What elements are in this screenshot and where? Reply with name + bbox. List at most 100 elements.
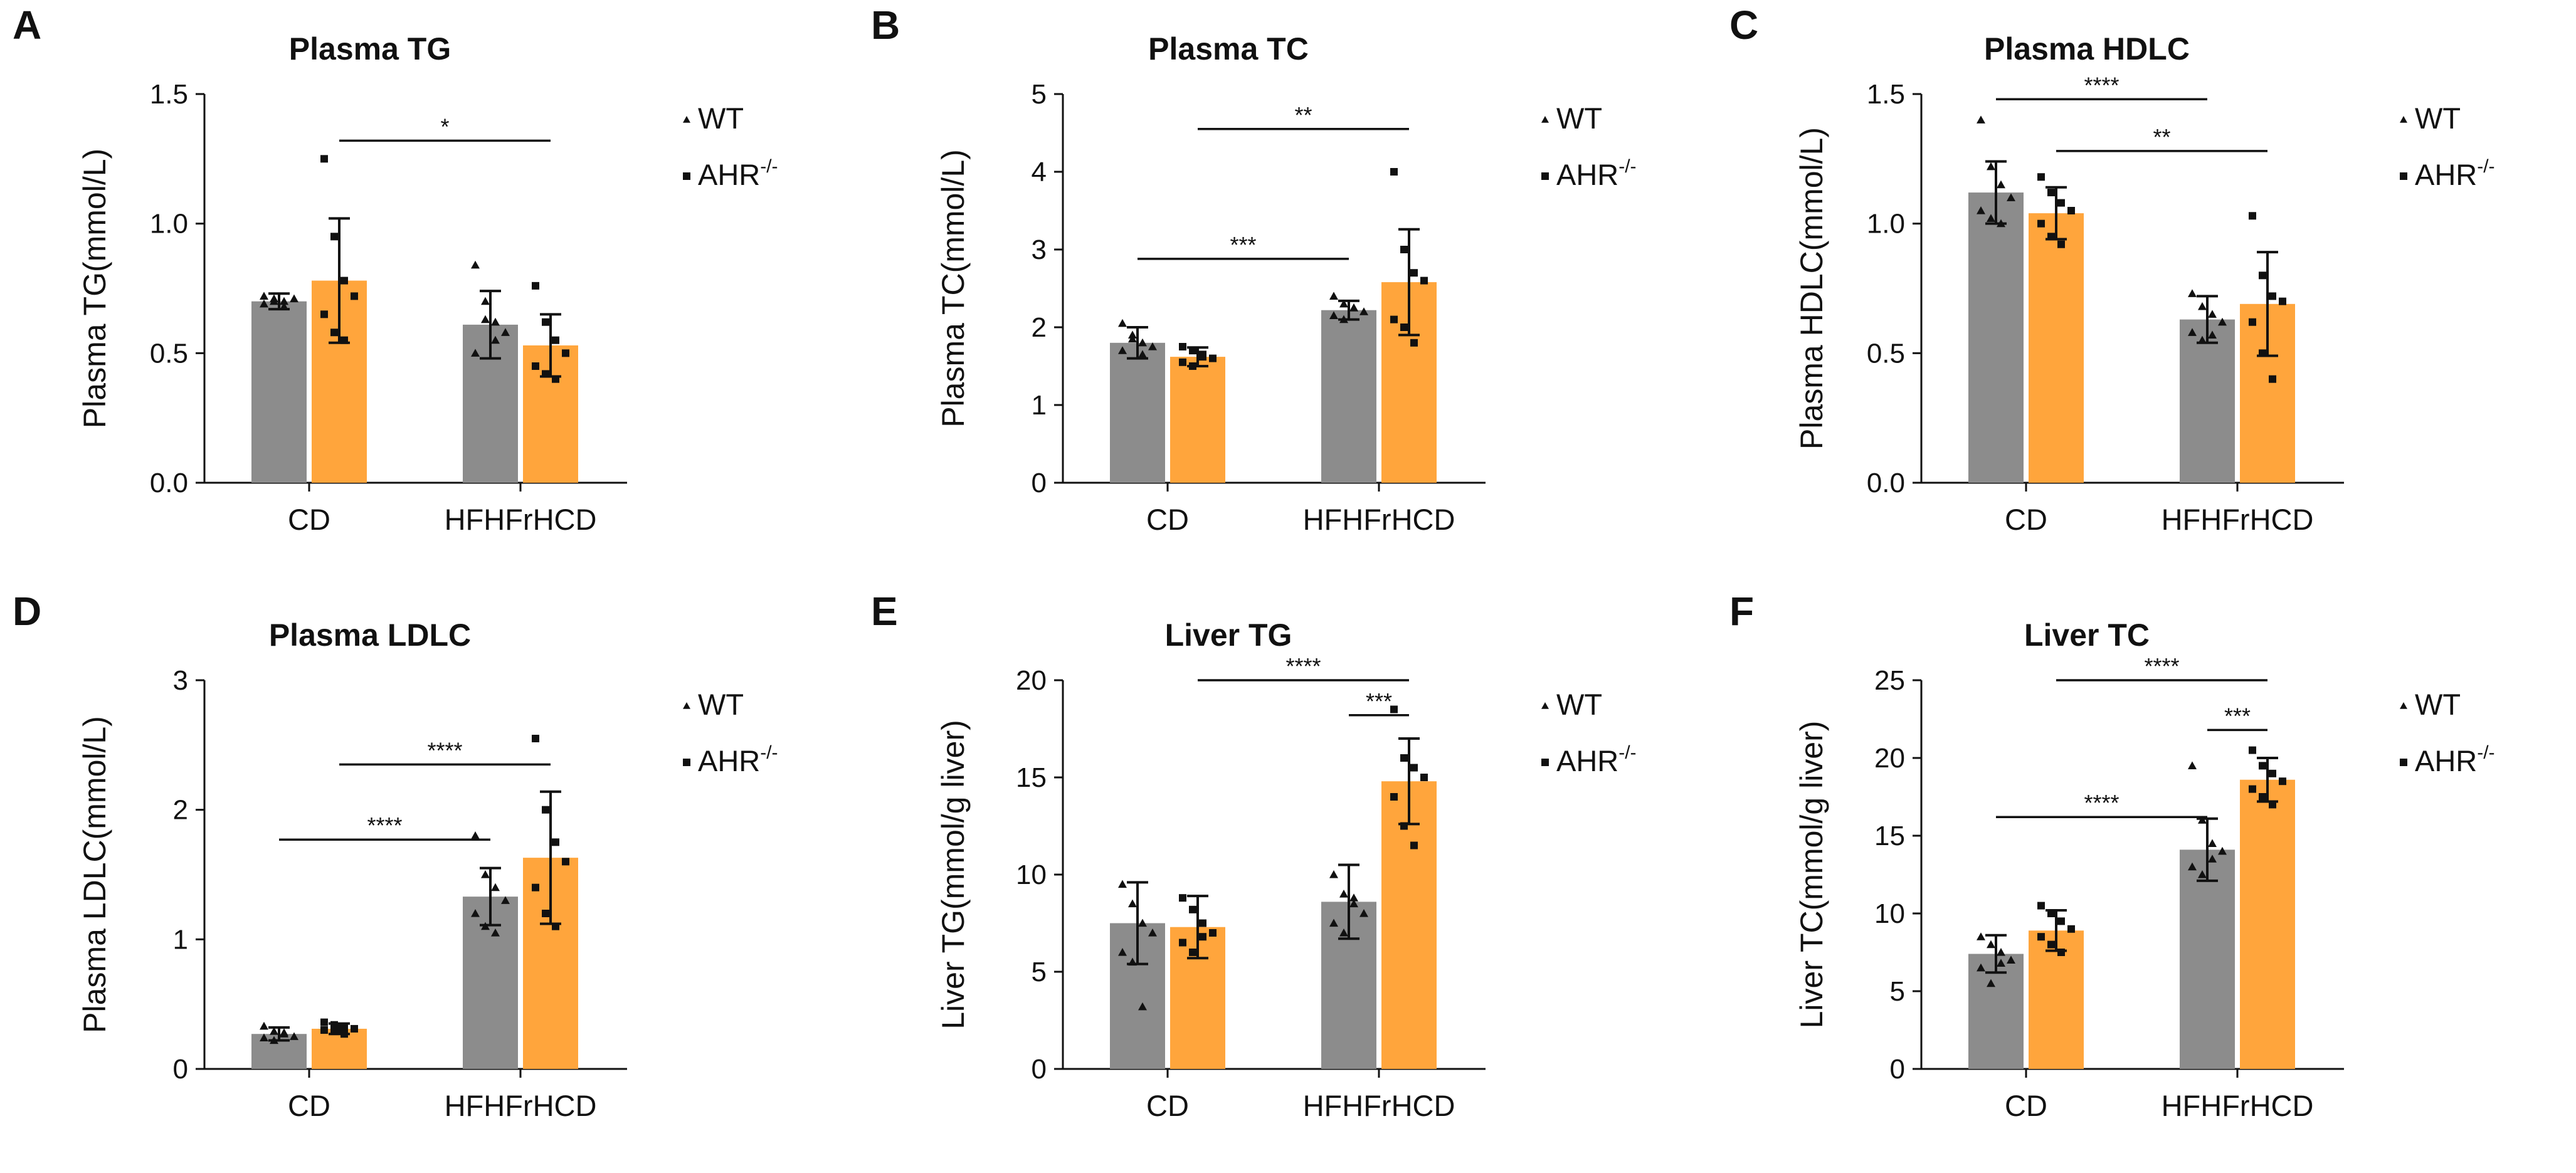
data-point-wt: [2188, 328, 2197, 336]
y-axis-label: Plasma LDLC(mmol/L): [77, 716, 112, 1033]
data-point-wt: [290, 294, 298, 303]
data-point-ahr: [2047, 189, 2055, 197]
data-point-ahr: [2249, 318, 2256, 326]
y-tick-label: 15: [1874, 821, 1905, 851]
y-tick-label: 0: [173, 1054, 188, 1085]
y-tick-label: 5: [1032, 957, 1047, 987]
data-point-ahr: [351, 1024, 358, 1033]
chart-title: Plasma HDLC: [1984, 31, 2190, 66]
significance-label: ***: [2224, 703, 2251, 729]
panel-letter: E: [871, 589, 898, 634]
data-point-wt: [270, 1027, 278, 1035]
data-point-wt: [1128, 899, 1137, 908]
legend-marker-wt: [2400, 702, 2407, 709]
data-point-wt: [1359, 909, 1368, 917]
data-point-ahr: [1199, 353, 1206, 361]
data-point-ahr: [2037, 173, 2045, 181]
data-point-wt: [2198, 335, 2207, 344]
bar-ahr: [2240, 779, 2295, 1069]
x-category-label: CD: [288, 1089, 330, 1122]
data-point-wt: [1329, 311, 1338, 319]
data-point-wt: [1339, 299, 1348, 308]
data-point-wt: [1339, 315, 1348, 323]
panel-letter: C: [1729, 3, 1758, 48]
data-point-wt: [280, 297, 288, 305]
x-category-label: HFHFrHCD: [2162, 503, 2314, 536]
bar-wt: [1321, 310, 1376, 483]
data-point-wt: [481, 297, 490, 305]
legend-marker-ahr: [1541, 172, 1549, 180]
data-point-wt: [1987, 940, 1995, 949]
data-point-wt: [2198, 816, 2207, 824]
y-tick-label: 25: [1874, 665, 1905, 696]
legend-label-ahr: AHR-/-: [2415, 156, 2495, 191]
legend-label-ahr-superscript: -/-: [760, 742, 778, 763]
data-point-ahr: [2037, 219, 2045, 228]
y-tick-label: 1: [1032, 390, 1047, 421]
data-point-wt: [1138, 350, 1147, 358]
data-point-wt: [2007, 955, 2015, 964]
data-point-ahr: [1400, 323, 1408, 331]
data-point-ahr: [2249, 785, 2256, 793]
y-tick-label: 0.5: [150, 338, 188, 369]
data-point-wt: [491, 317, 500, 326]
data-point-ahr: [562, 858, 569, 866]
y-tick-label: 20: [1016, 665, 1047, 696]
x-category-label: CD: [1146, 1089, 1189, 1122]
y-tick-label: 5: [1890, 976, 1905, 1007]
data-point-ahr: [320, 155, 328, 163]
legend-label-ahr: AHR-/-: [2415, 742, 2495, 777]
data-point-wt: [290, 1032, 298, 1040]
data-point-ahr: [2067, 207, 2075, 214]
data-point-ahr: [2259, 271, 2266, 280]
legend-marker-ahr: [2400, 172, 2407, 180]
y-tick-label: 4: [1032, 157, 1047, 187]
data-point-wt: [1118, 318, 1127, 327]
data-point-ahr: [1189, 347, 1196, 355]
bar-wt: [2180, 319, 2235, 483]
data-point-wt: [1118, 880, 1127, 888]
bar-ahr: [2029, 213, 2084, 483]
data-point-ahr: [1179, 343, 1186, 350]
y-tick-label: 0.0: [150, 468, 188, 498]
data-point-ahr: [542, 370, 549, 378]
data-point-wt: [1138, 338, 1147, 347]
chart-title: Liver TG: [1165, 618, 1292, 653]
data-point-wt: [1987, 214, 1995, 222]
data-point-wt: [1118, 346, 1127, 354]
panel-a: A Plasma TG Plasma TG(mmol/L) 0.0 0.5 1.0 1.5 C…: [0, 0, 858, 586]
data-point-wt: [270, 294, 278, 303]
significance-label: ***: [1230, 232, 1256, 258]
data-point-ahr: [1400, 822, 1408, 830]
panel-letter: A: [13, 3, 41, 48]
data-point-ahr: [320, 1026, 328, 1034]
legend-marker-wt: [683, 116, 690, 123]
data-point-ahr: [330, 329, 338, 337]
data-point-ahr: [2249, 746, 2256, 754]
bar-wt: [2180, 850, 2235, 1069]
data-point-ahr: [1189, 949, 1196, 956]
data-point-wt: [471, 909, 480, 917]
data-point-ahr: [1209, 354, 1217, 362]
data-point-wt: [491, 335, 500, 344]
data-point-wt: [1128, 957, 1137, 966]
data-point-ahr: [552, 336, 559, 344]
data-point-wt: [481, 870, 490, 878]
data-point-ahr: [1179, 358, 1186, 366]
data-point-ahr: [1410, 269, 1418, 277]
data-point-ahr: [320, 310, 328, 318]
y-axis-label: Plasma HDLC(mmol/L): [1794, 127, 1829, 450]
bar-wt: [1968, 192, 2024, 483]
panel-d: D Plasma LDLC Plasma LDLC(mmol/L) 0 1 2 3 CD HFH…: [0, 586, 858, 1172]
data-point-ahr: [532, 281, 539, 290]
significance-label: ****: [427, 737, 462, 763]
data-point-ahr: [532, 883, 539, 892]
chart-svg: E Liver TG Liver TG(mmol/g liver) 0 5 10 15 20 C…: [871, 589, 1637, 1122]
chart-title: Liver TC: [2024, 618, 2150, 653]
legend-marker-wt: [1541, 116, 1549, 123]
bar-wt: [251, 301, 307, 483]
data-point-wt: [1359, 307, 1368, 315]
x-category-label: CD: [288, 503, 330, 536]
data-point-ahr: [552, 922, 559, 930]
chart-svg: C Plasma HDLC Plasma HDLC(mmol/L) 0.0 0.5 1.0…: [1729, 3, 2495, 536]
